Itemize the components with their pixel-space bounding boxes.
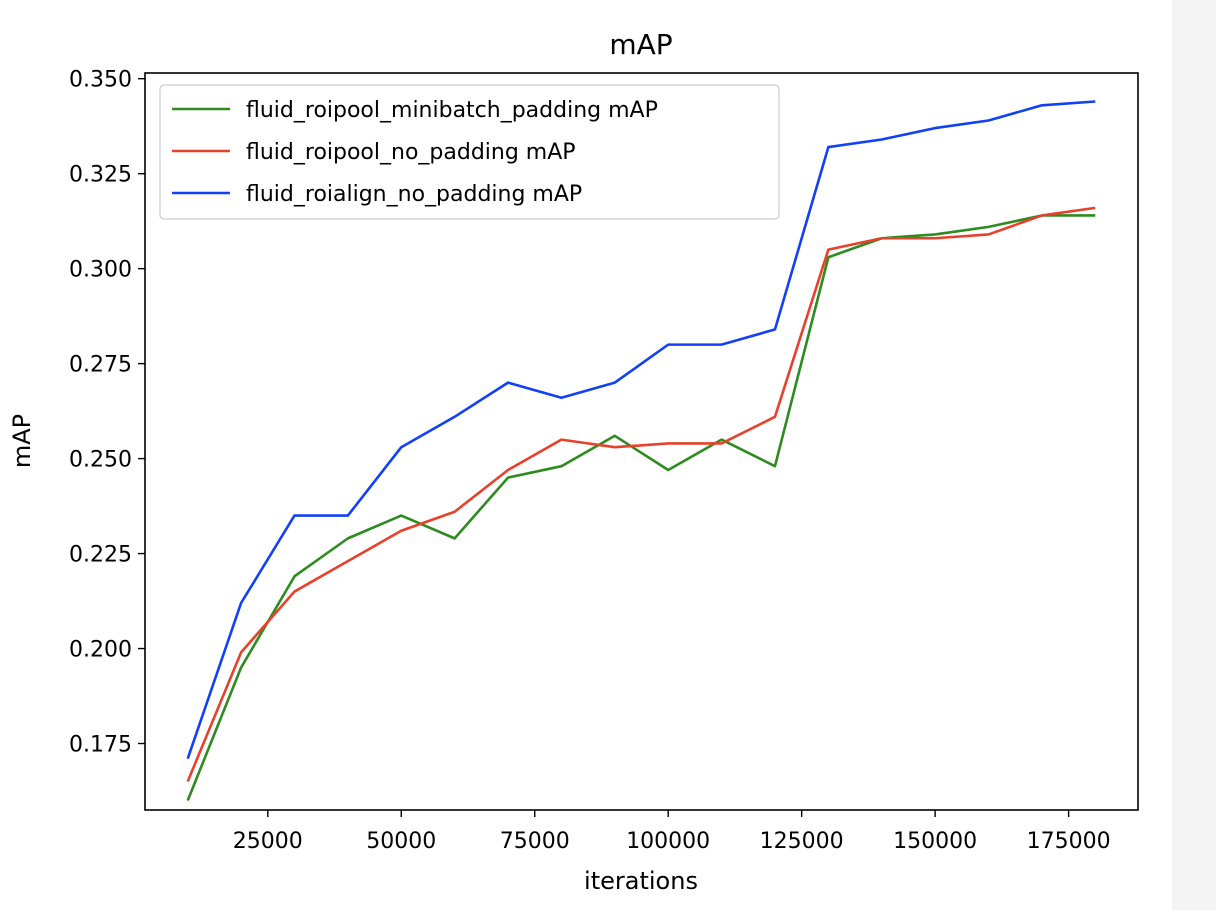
data-point <box>399 445 403 449</box>
data-point <box>933 236 937 240</box>
x-tick-label: 150000 <box>893 829 977 854</box>
data-point <box>613 381 617 385</box>
data-point <box>987 232 991 236</box>
data-point <box>239 601 243 605</box>
y-tick-label: 0.350 <box>69 68 132 93</box>
series-layer <box>186 99 1097 803</box>
y-axis-label: mAP <box>8 414 36 468</box>
data-point <box>1093 99 1097 103</box>
series-line-1 <box>186 214 1096 801</box>
data-point <box>239 650 243 654</box>
data-point <box>613 434 617 438</box>
y-tick-label: 0.175 <box>69 733 132 758</box>
data-point <box>826 145 830 149</box>
data-point <box>346 514 350 518</box>
data-point <box>987 225 991 229</box>
data-point <box>239 666 243 670</box>
data-point <box>773 415 777 419</box>
data-point <box>666 343 670 347</box>
data-point <box>559 438 563 442</box>
data-point <box>453 536 457 540</box>
y-tick-label: 0.325 <box>69 163 132 188</box>
y-tick-label: 0.200 <box>69 638 132 663</box>
data-point <box>773 464 777 468</box>
y-tick-label: 0.275 <box>69 353 132 378</box>
data-point <box>880 137 884 141</box>
data-point <box>506 476 510 480</box>
x-tick-label: 125000 <box>760 829 844 854</box>
x-axis-label: iterations <box>584 867 698 895</box>
x-tick-label: 175000 <box>1027 829 1111 854</box>
legend-box <box>159 84 780 220</box>
y-tick-label: 0.300 <box>69 258 132 283</box>
legend-label: fluid_roipool_no_padding mAP <box>246 140 576 165</box>
series-line-3 <box>186 100 1096 760</box>
legend-label: fluid_roipool_minibatch_padding mAP <box>246 98 658 123</box>
data-point <box>1040 213 1044 217</box>
data-point <box>559 464 563 468</box>
chart-title: mAP <box>609 28 672 61</box>
data-point <box>399 514 403 518</box>
x-tick-label: 50000 <box>366 829 436 854</box>
data-point <box>559 396 563 400</box>
y-tick-label: 0.225 <box>69 543 132 568</box>
data-point <box>453 510 457 514</box>
data-point <box>292 574 296 578</box>
data-point <box>292 514 296 518</box>
y-tick-label: 0.250 <box>69 448 132 473</box>
y-axis-ticks: 0.175 0.200 0.225 0.250 0.275 0.300 0.325 0.350 <box>69 68 145 758</box>
legend-entries: fluid_roipool_minibatch_padding mAP fluid… <box>172 98 658 207</box>
data-point <box>186 757 190 761</box>
data-point <box>1093 206 1097 210</box>
data-point <box>1093 213 1097 217</box>
x-tick-label: 25000 <box>233 829 303 854</box>
data-point <box>666 468 670 472</box>
x-tick-label: 75000 <box>500 829 570 854</box>
data-point <box>346 536 350 540</box>
data-point <box>506 381 510 385</box>
x-tick-label: 100000 <box>626 829 710 854</box>
data-point <box>666 441 670 445</box>
data-point <box>826 248 830 252</box>
data-point <box>720 438 724 442</box>
legend-label: fluid_roialign_no_padding mAP <box>246 182 582 207</box>
plot-frame <box>144 72 1139 811</box>
data-point <box>613 445 617 449</box>
data-point <box>933 126 937 130</box>
data-point <box>186 780 190 784</box>
legend: fluid_roipool_minibatch_padding mAP fluid… <box>159 84 780 220</box>
x-axis-ticks: 25000 50000 75000 100000 125000 150000 175000 <box>233 810 1111 854</box>
data-point <box>987 118 991 122</box>
window-side-strip <box>1172 0 1216 910</box>
series-line-2 <box>186 206 1096 783</box>
data-point <box>933 232 937 236</box>
data-point <box>506 468 510 472</box>
data-point <box>399 529 403 533</box>
data-point <box>880 236 884 240</box>
data-point <box>346 559 350 563</box>
data-point <box>453 415 457 419</box>
data-point <box>720 343 724 347</box>
data-point <box>773 327 777 331</box>
data-point <box>186 799 190 803</box>
data-point <box>292 590 296 594</box>
data-point <box>720 441 724 445</box>
data-point <box>1040 103 1044 107</box>
